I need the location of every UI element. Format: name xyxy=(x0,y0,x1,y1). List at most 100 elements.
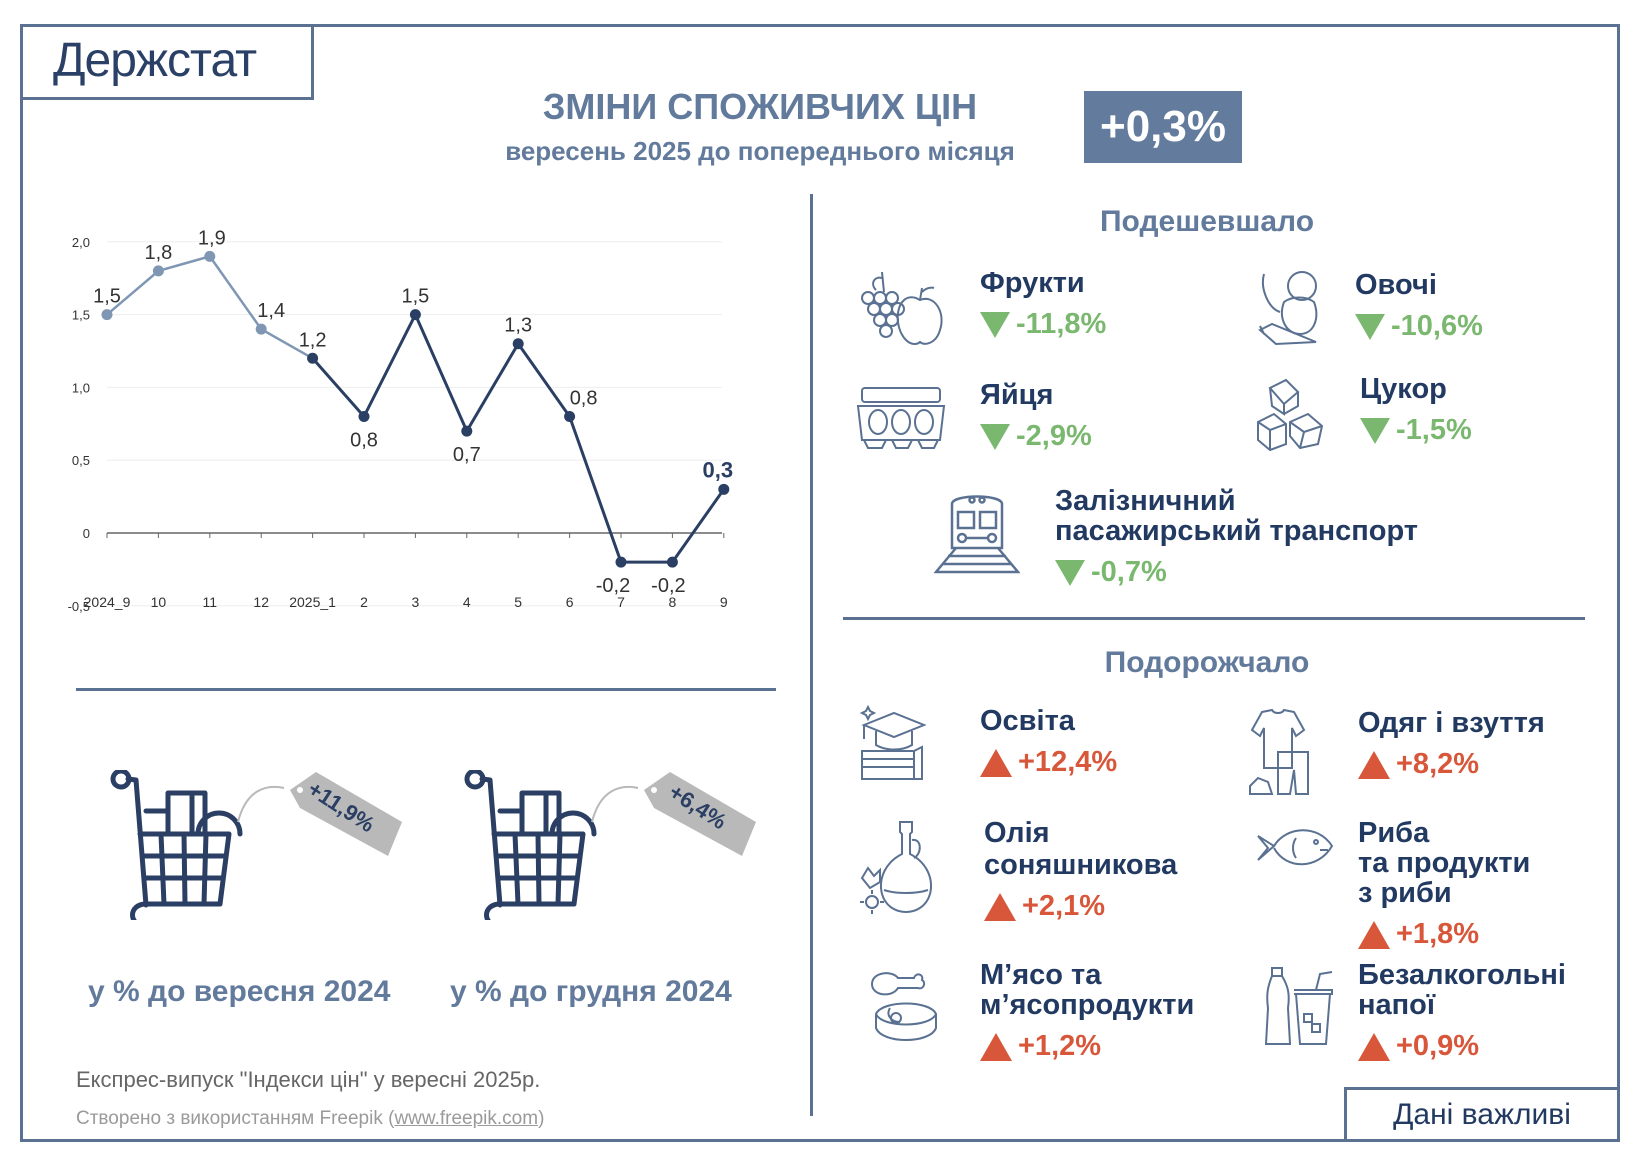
down-arrow-icon xyxy=(1355,313,1385,340)
x-tick-label: 3 xyxy=(412,594,420,610)
up-arrow-icon xyxy=(980,1032,1012,1061)
data-label: -0,2 xyxy=(651,575,685,597)
freepik-link[interactable]: www.freepik.com xyxy=(394,1108,539,1129)
y-tick-label: 0,5 xyxy=(72,453,90,468)
data-label: -0,2 xyxy=(596,575,630,597)
pricier-item-education: Освіта +12,4% xyxy=(980,705,1118,778)
cheaper-item-fruit: Фрукти -11,8% xyxy=(980,267,1107,340)
sugar-cubes-icon xyxy=(1256,378,1326,452)
y-tick-label: 1,0 xyxy=(72,380,90,395)
education-icon xyxy=(856,704,932,781)
data-point xyxy=(512,338,524,350)
pricier-item-sunflower-oil: Олія соняшникова +2,1% xyxy=(984,817,1178,922)
price-tag-yoy: +11,9% xyxy=(290,772,402,862)
data-label: 0,3 xyxy=(703,457,734,482)
price-tag-icon xyxy=(290,772,402,856)
up-arrow-icon xyxy=(980,748,1012,777)
cheaper-item-vegetables: Овочі -10,6% xyxy=(1355,269,1483,342)
eggs-icon xyxy=(856,384,946,452)
x-tick-label: 4 xyxy=(463,594,471,610)
x-tick-label: 12 xyxy=(253,594,269,610)
x-tick-label: 9 xyxy=(720,594,728,610)
data-label: 1,9 xyxy=(198,227,226,249)
cheaper-item-rail-transport: Залізничний пасажирський транспорт -0,7% xyxy=(1055,485,1418,588)
up-arrow-icon xyxy=(1358,750,1390,779)
cheaper-item-eggs: Яйця -2,9% xyxy=(980,379,1092,452)
pricier-item-fish: Риба та продукти з риби +1,8% xyxy=(1358,817,1531,950)
x-tick-label: 2025_1 xyxy=(289,594,336,610)
data-point xyxy=(307,352,319,364)
credit-note: Створено з використанням Freepik (www.fr… xyxy=(76,1108,545,1129)
data-label: 1,3 xyxy=(504,315,532,337)
data-label: 1,5 xyxy=(93,286,121,308)
x-tick-label: 6 xyxy=(566,594,574,610)
x-tick-label: 11 xyxy=(203,594,218,610)
data-label: 1,5 xyxy=(401,286,429,308)
y-tick-label: 0 xyxy=(83,526,90,541)
pricier-item-clothing: Одяг і взуття +8,2% xyxy=(1358,707,1545,780)
footer-tagline: Дані важливі xyxy=(1344,1087,1620,1142)
data-label: 0,8 xyxy=(570,388,598,410)
cheaper-section-title: Подешевшало xyxy=(1099,205,1315,238)
data-point xyxy=(666,556,678,568)
data-point xyxy=(615,556,627,568)
left-divider xyxy=(76,688,776,691)
price-tag-icon xyxy=(644,772,756,856)
x-tick-label: 10 xyxy=(151,594,167,610)
data-point xyxy=(358,411,370,423)
x-tick-label: 2 xyxy=(360,594,368,610)
data-point xyxy=(255,323,267,335)
train-icon xyxy=(933,490,1021,574)
down-arrow-icon xyxy=(980,311,1010,338)
x-tick-label: 2024_9 xyxy=(84,594,131,610)
vertical-divider xyxy=(810,194,813,1116)
x-tick-label: 8 xyxy=(669,594,677,610)
up-arrow-icon xyxy=(1358,1032,1390,1061)
y-tick-label: 2,0 xyxy=(72,235,90,250)
data-point xyxy=(101,309,113,321)
down-arrow-icon xyxy=(980,423,1010,450)
yoy-caption: у % до вересня 2024 xyxy=(88,975,391,1008)
right-divider xyxy=(843,617,1585,620)
data-label: 0,8 xyxy=(350,430,378,452)
data-label: 1,2 xyxy=(299,329,327,351)
data-label: 0,7 xyxy=(453,444,481,466)
y-tick-label: -0,5 xyxy=(68,599,90,614)
infographic-frame xyxy=(20,24,1620,1142)
oil-bottle-icon xyxy=(856,818,948,916)
fruit-icon xyxy=(856,268,946,348)
logo: Держстат xyxy=(53,34,257,87)
data-label: 1,8 xyxy=(144,242,172,264)
ytd-caption: у % до грудня 2024 xyxy=(450,975,732,1008)
down-arrow-icon xyxy=(1360,417,1390,444)
data-point xyxy=(204,250,216,262)
up-arrow-icon xyxy=(1358,920,1390,949)
y-tick-label: 1,5 xyxy=(72,308,90,323)
page-subtitle: вересень 2025 до попереднього місяця xyxy=(505,136,1015,166)
data-point xyxy=(461,425,473,437)
data-label: 1,4 xyxy=(257,300,285,322)
clothing-icon xyxy=(1248,708,1314,800)
pricier-item-soft-drinks: Безалкогольні напої +0,9% xyxy=(1358,959,1566,1062)
logo-box: Держстат xyxy=(20,24,314,100)
fish-icon xyxy=(1256,822,1336,876)
down-arrow-icon xyxy=(1055,559,1085,586)
vegetables-icon xyxy=(1256,268,1326,348)
monthly-cpi-line-chart: 2,0 1,5 1,0 0,5 0 -0,5 2024_9 10 11 12 2025_1 2 3 4 5 6… xyxy=(60,210,780,650)
data-point xyxy=(718,483,730,495)
price-tag-ytd: +6,4% xyxy=(644,772,756,862)
data-point xyxy=(564,411,576,423)
x-tick-label: 5 xyxy=(514,594,522,610)
data-point xyxy=(409,309,421,321)
meat-icon xyxy=(868,970,942,1046)
express-release-note: Експрес-випуск "Індекси цін" у вересні 2… xyxy=(76,1067,541,1092)
headline-value-badge: +0,3% xyxy=(1084,91,1242,163)
x-tick-label: 7 xyxy=(617,594,625,610)
pricier-section-title: Подорожчало xyxy=(1104,646,1310,679)
pricier-item-meat: М’ясо та м’ясопродукти +1,2% xyxy=(980,959,1195,1062)
data-point xyxy=(152,265,164,277)
cheaper-item-sugar: Цукор -1,5% xyxy=(1360,373,1472,446)
soft-drinks-icon xyxy=(1264,964,1336,1048)
up-arrow-icon xyxy=(984,892,1016,921)
page-title: ЗМІНИ СПОЖИВЧИХ ЦІН xyxy=(542,86,978,127)
